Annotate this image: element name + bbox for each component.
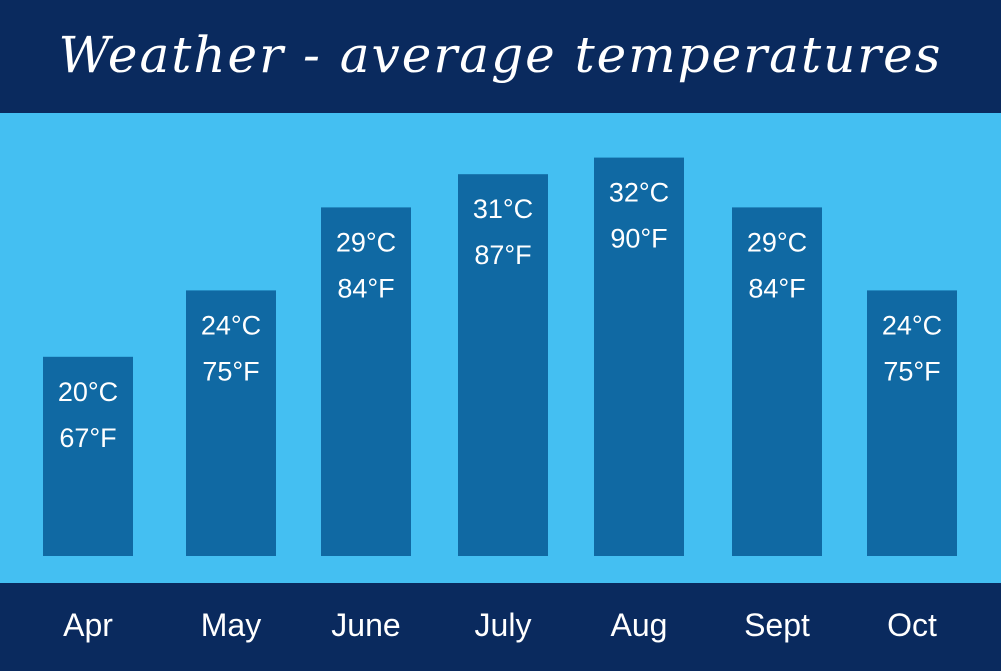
category-label: June bbox=[331, 607, 400, 643]
data-label-fahrenheit: 75°F bbox=[883, 356, 940, 386]
data-label-celsius: 29°C bbox=[747, 227, 807, 257]
bar-july bbox=[458, 174, 548, 556]
category-label: Sept bbox=[744, 607, 810, 643]
category-label: Apr bbox=[63, 607, 113, 643]
data-label-fahrenheit: 87°F bbox=[474, 240, 531, 270]
data-label-fahrenheit: 90°F bbox=[610, 224, 667, 254]
data-label-fahrenheit: 84°F bbox=[337, 273, 394, 303]
data-label-celsius: 24°C bbox=[882, 310, 942, 340]
data-label-celsius: 31°C bbox=[473, 194, 533, 224]
data-label-fahrenheit: 67°F bbox=[59, 423, 116, 453]
data-label-fahrenheit: 84°F bbox=[748, 273, 805, 303]
bar-apr bbox=[43, 356, 133, 556]
labels-layer: 20°C 67°F 24°C 75°F 29°C 84°F 31°C 87°F 32°C 90°F… bbox=[58, 178, 942, 453]
category-label: Oct bbox=[887, 607, 937, 643]
bar-sept bbox=[732, 207, 822, 556]
category-band bbox=[0, 583, 1001, 671]
category-label: July bbox=[475, 607, 532, 643]
bar-oct bbox=[867, 290, 957, 556]
bars-layer bbox=[43, 157, 957, 556]
data-label-celsius: 32°C bbox=[609, 178, 669, 208]
data-label-celsius: 29°C bbox=[336, 227, 396, 257]
bar-june bbox=[321, 207, 411, 556]
categories-layer: Apr May June July Aug Sept Oct bbox=[63, 607, 937, 643]
bar-aug bbox=[594, 157, 684, 556]
chart-title: Weather - average temperatures bbox=[58, 26, 943, 84]
data-label-fahrenheit: 75°F bbox=[202, 356, 259, 386]
data-label-celsius: 20°C bbox=[58, 377, 118, 407]
chart-header: Weather - average temperatures bbox=[0, 0, 1001, 113]
data-label-celsius: 24°C bbox=[201, 310, 261, 340]
category-label: Aug bbox=[611, 607, 668, 643]
bar-may bbox=[186, 290, 276, 556]
category-label: May bbox=[201, 607, 261, 643]
